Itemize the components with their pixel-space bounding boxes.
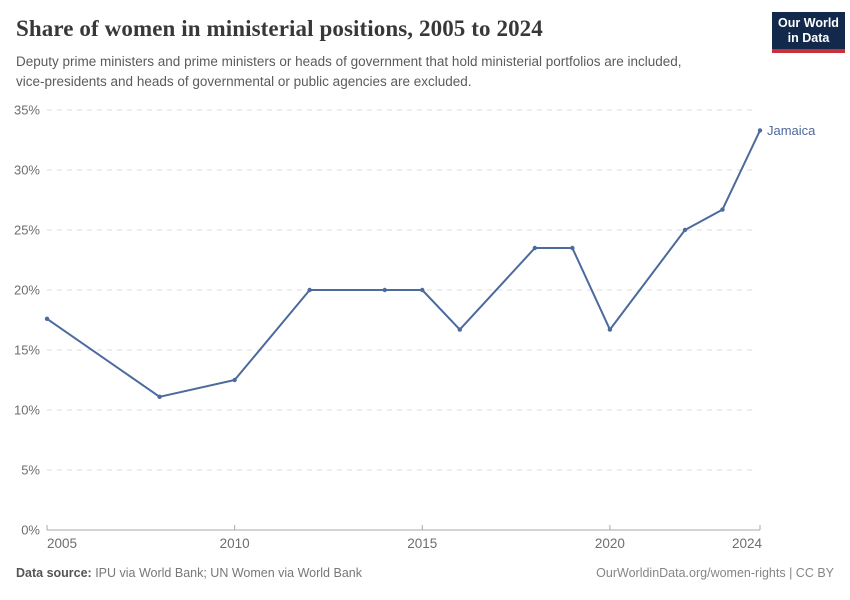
y-tick-label-35: 35% — [14, 103, 40, 118]
jamaica-point-2008[interactable] — [157, 394, 162, 399]
chart-subtitle: Deputy prime ministers and prime ministe… — [16, 54, 682, 89]
y-tick-label-25: 25% — [14, 223, 40, 238]
chart-plot-area[interactable]: 0% 5% 10% 15% 20% 25% 30% 35% 2005 2010 2015 2020 20… — [0, 95, 850, 560]
y-tick-label-20: 20% — [14, 283, 40, 298]
x-tick-label-2020: 2020 — [595, 536, 625, 551]
owid-logo-line2: in Data — [787, 31, 830, 45]
chart-header: Share of women in ministerial positions,… — [16, 16, 746, 92]
jamaica-point-2015[interactable] — [420, 287, 425, 293]
page-title: Share of women in ministerial positions,… — [16, 16, 543, 41]
y-tick-label-10: 10% — [14, 403, 40, 418]
owid-logo[interactable]: Our World in Data — [772, 12, 845, 53]
line-chart[interactable]: 0% 5% 10% 15% 20% 25% 30% 35% 2005 2010 2015 2020 20… — [0, 95, 850, 560]
jamaica-point-2005[interactable] — [44, 316, 50, 321]
jamaica-point-2022[interactable] — [682, 227, 688, 233]
data-source-label: Data source: — [16, 566, 92, 580]
y-tick-label-0: 0% — [21, 523, 40, 538]
data-source-text: IPU via World Bank; UN Women via World B… — [91, 566, 362, 580]
jamaica-point-2014[interactable] — [382, 287, 387, 293]
x-tick-label-2024: 2024 — [732, 536, 763, 551]
attribution-link[interactable]: OurWorldinData.org/women-rights | CC BY — [596, 566, 834, 580]
jamaica-line[interactable] — [46, 129, 761, 398]
x-tick-label-2010: 2010 — [220, 536, 250, 551]
y-tick-label-5: 5% — [21, 463, 40, 478]
x-tick-label-2015: 2015 — [407, 536, 437, 551]
jamaica-point-2024[interactable] — [757, 128, 763, 133]
x-tick-label-2005: 2005 — [47, 536, 77, 551]
data-source: Data source: IPU via World Bank; UN Wome… — [16, 566, 362, 580]
jamaica-point-2012[interactable] — [307, 287, 312, 293]
owid-logo-line1: Our World — [778, 16, 839, 30]
y-tick-label-15: 15% — [14, 343, 40, 358]
jamaica-point-2010[interactable] — [232, 377, 237, 383]
jamaica-point-2018[interactable] — [532, 245, 538, 251]
series-end-label: Jamaica — [767, 123, 816, 138]
jamaica-point-2023[interactable] — [720, 207, 725, 212]
jamaica-point-2019[interactable] — [570, 245, 575, 251]
y-tick-label-30: 30% — [14, 163, 40, 178]
jamaica-point-2020[interactable] — [607, 327, 613, 332]
jamaica-point-2016[interactable] — [457, 327, 462, 332]
chart-footer: Data source: IPU via World Bank; UN Wome… — [16, 566, 834, 580]
